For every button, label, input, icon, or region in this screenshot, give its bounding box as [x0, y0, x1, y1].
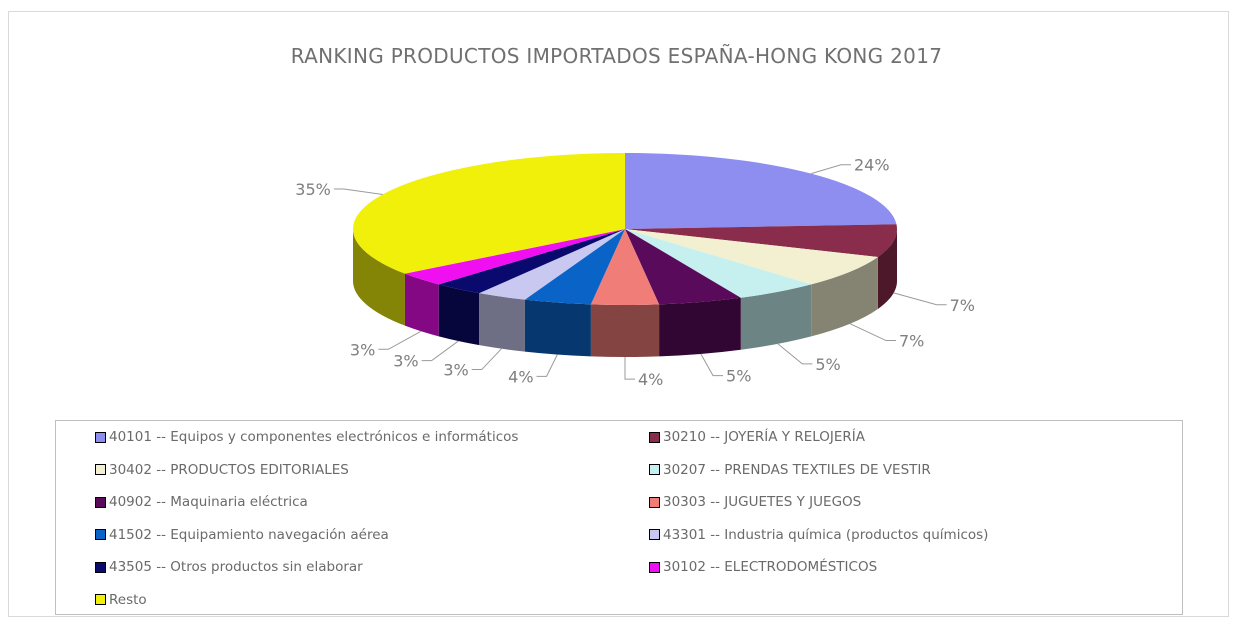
- legend-label: 41502 -- Equipamiento navegación aérea: [109, 526, 389, 543]
- pie-side-7: [479, 293, 525, 352]
- data-label-7: 3%: [443, 361, 468, 380]
- legend-swatch: [95, 529, 106, 540]
- legend-item: 30210 -- JOYERÍA Y RELOJERÍA: [649, 428, 865, 446]
- legend-label: 30303 -- JUGUETES Y JUEGOS: [663, 494, 862, 510]
- legend-item: 43301 -- Industria química (productos qu…: [649, 526, 988, 544]
- legend-item: 30303 -- JUGUETES Y JUEGOS: [649, 493, 861, 511]
- legend-swatch: [95, 496, 106, 508]
- pie-slice-5: [590, 229, 660, 305]
- legend-swatch: [649, 464, 660, 475]
- legend-item: 30102 -- ELECTRODOMÉSTICOS: [649, 558, 877, 576]
- legend-item: 40902 -- Maquinaria eléctrica: [95, 493, 308, 511]
- pie-side-1: [877, 229, 897, 309]
- leader-line-3: [777, 343, 813, 365]
- pie-slice-9: [404, 229, 625, 285]
- legend-item: 43505 -- Otros productos sin elaborar: [95, 558, 363, 576]
- legend-swatch: [649, 496, 660, 508]
- legend-label: 30102 -- ELECTRODOMÉSTICOS: [663, 559, 878, 575]
- legend-label: 43505 -- Otros productos sin elaborar: [109, 559, 363, 575]
- legend-swatch: [649, 561, 660, 573]
- legend-swatch: [649, 431, 660, 443]
- legend: 40101 -- Equipos y componentes electróni…: [55, 420, 1183, 615]
- data-label-10: 35%: [295, 180, 331, 199]
- pie-slice-6: [524, 229, 625, 305]
- leader-line-9: [378, 330, 422, 350]
- pie-side-3: [740, 284, 812, 350]
- pie-chart: 24% 7% 7% 5% 5% 4% 4% 3% 3% 3% 35%: [295, 153, 975, 389]
- leader-line-7: [471, 348, 502, 371]
- legend-label: 43301 -- Industria química (productos qu…: [663, 526, 989, 543]
- legend-label: 30402 -- PRODUCTOS EDITORIALES: [109, 461, 349, 478]
- pie-slice-1: [625, 224, 897, 257]
- legend-item: 30402 -- PRODUCTOS EDITORIALES: [95, 461, 349, 479]
- pie-side-2: [811, 256, 878, 337]
- legend-item: 40101 -- Equipos y componentes electróni…: [95, 428, 518, 446]
- pie-side-5: [590, 304, 660, 357]
- pie-side-4: [659, 297, 741, 357]
- leader-line-0: [811, 164, 851, 175]
- legend-label: 40101 -- Equipos y componentes electróni…: [109, 429, 519, 445]
- data-label-0: 24%: [854, 156, 890, 175]
- data-label-2: 7%: [899, 332, 924, 351]
- leader-line-4: [700, 353, 724, 377]
- legend-item: 41502 -- Equipamiento navegación aérea: [95, 526, 389, 544]
- data-label-1: 7%: [950, 296, 975, 315]
- legend-label: 30210 -- JOYERÍA Y RELOJERÍA: [663, 429, 866, 445]
- leader-line-6: [536, 354, 558, 377]
- data-label-4: 5%: [726, 367, 751, 386]
- pie-slice-10: [352, 153, 625, 274]
- data-label-6: 4%: [508, 367, 533, 386]
- legend-swatch: [649, 529, 660, 540]
- leader-line-8: [421, 340, 459, 362]
- pie-side-6: [524, 299, 591, 357]
- pie-slice-3: [625, 229, 812, 298]
- pie-slice-8: [438, 229, 625, 294]
- leader-line-2: [849, 323, 896, 342]
- legend-swatch: [95, 594, 106, 605]
- pie-slice-7: [479, 229, 625, 300]
- legend-item: Resto: [95, 591, 147, 609]
- data-label-8: 3%: [393, 352, 418, 371]
- chart-title: RANKING PRODUCTOS IMPORTADOS ESPAÑA-HONG…: [290, 44, 943, 68]
- leader-line-1: [893, 292, 947, 306]
- pie-slice-2: [625, 229, 878, 285]
- legend-item: 30207 -- PRENDAS TEXTILES DE VESTIR: [649, 461, 931, 479]
- pie-side-10: [353, 229, 405, 326]
- pie-slice-0: [625, 153, 897, 229]
- data-label-9: 3%: [350, 340, 375, 359]
- legend-label: 30207 -- PRENDAS TEXTILES DE VESTIR: [663, 461, 931, 478]
- legend-swatch: [95, 464, 106, 475]
- legend-label: 40902 -- Maquinaria eléctrica: [109, 494, 308, 510]
- legend-swatch: [95, 431, 106, 443]
- leader-line-5: [624, 357, 635, 380]
- pie-side-8: [438, 284, 480, 346]
- data-label-5: 4%: [638, 370, 663, 389]
- legend-swatch: [95, 561, 106, 573]
- leader-line-10: [333, 188, 383, 195]
- legend-label: Resto: [109, 591, 147, 608]
- pie-slice-4: [625, 229, 741, 305]
- pie-side-9: [404, 273, 439, 337]
- data-label-3: 5%: [815, 355, 840, 374]
